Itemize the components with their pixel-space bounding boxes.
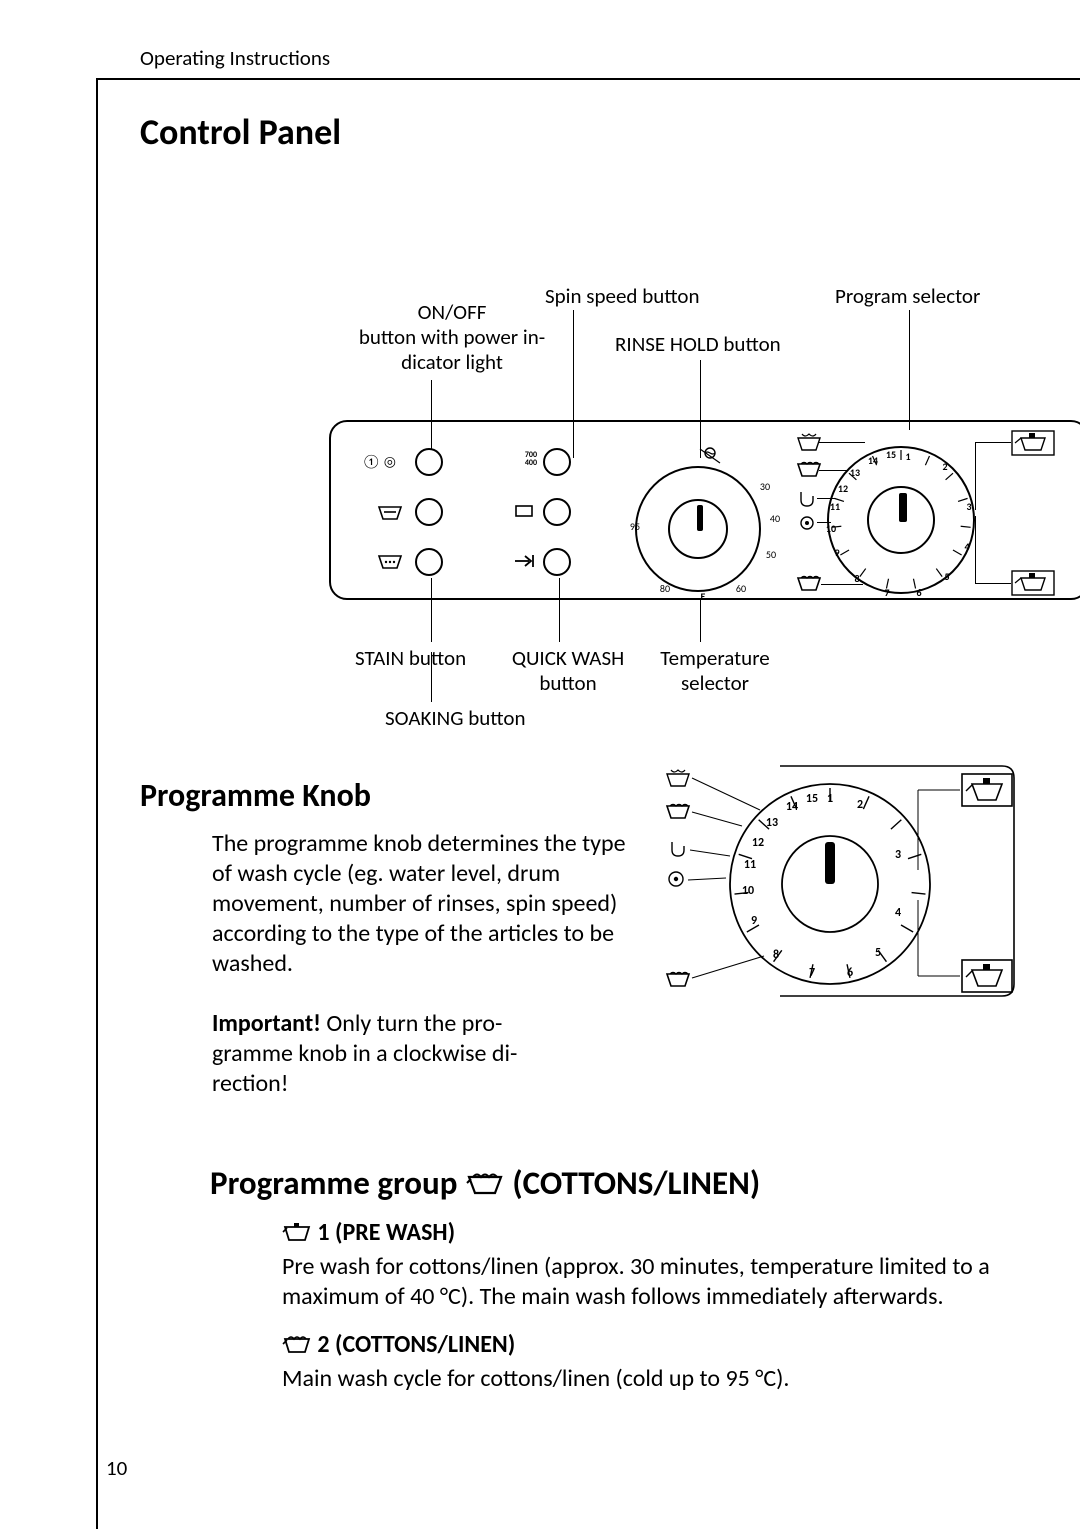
svg-text:10: 10: [742, 884, 754, 898]
prog-13: 13: [845, 466, 865, 479]
heading3a: Programme group: [210, 1163, 465, 1203]
programme-knob-diagram: 1 2 3 4 5 6 7 8 9 10 11 12 13 14 15: [650, 760, 1020, 1005]
label-quick-wash: QUICK WASH button: [493, 646, 643, 696]
svg-text:5: 5: [875, 946, 881, 960]
cotton-tub-icon: [465, 1166, 505, 1206]
soaking-button: [415, 548, 443, 576]
heading3b: (COTTONS/LINEN): [505, 1163, 760, 1203]
lead-quick: [559, 578, 560, 642]
quick-wash-button: [543, 548, 571, 576]
temperature-dial-knob: [668, 499, 728, 559]
knob-important: Important!: [212, 1009, 321, 1038]
rinse-hold-button: [543, 498, 571, 526]
prog-11: 11: [825, 500, 845, 513]
heading-programme-group: Programme group (COTTONS/LINEN): [210, 1163, 992, 1206]
sub1t: 1 (PRE WASH): [312, 1218, 455, 1247]
spin-marks-icon: 700 400: [511, 452, 537, 467]
svg-text:15: 15: [806, 792, 818, 806]
quick-wash-icon: [513, 552, 537, 575]
lead-soak: [431, 652, 432, 702]
sub2t: 2 (COTTONS/LINEN): [312, 1330, 515, 1359]
label-temp-selector: Temperature selector: [645, 646, 785, 696]
prog-icon-delicate: [795, 432, 823, 457]
svg-text:8: 8: [773, 948, 779, 962]
tub-icon-soak: [377, 552, 403, 575]
ll1: [819, 442, 865, 443]
prog-1: 1: [898, 450, 918, 463]
sub-cotton-title: 2 (COTTONS/LINEN): [282, 1330, 992, 1362]
prog-4: 4: [957, 540, 977, 553]
prog-group-icon-bottom: [1011, 570, 1055, 601]
tub-icon-stain: [377, 503, 403, 526]
sub-prewash-body: Pre wash for cottons/linen (approx. 30 m…: [282, 1252, 992, 1312]
label-rinse-hold: RINSE HOLD button: [615, 332, 781, 357]
svg-text:3: 3: [895, 848, 901, 862]
temp-40: 40: [765, 512, 785, 525]
prog-9: 9: [827, 546, 847, 559]
spin-speed-button: [543, 448, 571, 476]
sub-cotton-body: Main wash cycle for cottons/linen (cold …: [282, 1364, 992, 1394]
lead-progsel: [909, 310, 910, 430]
ll3: [817, 498, 835, 499]
svg-text:1: 1: [827, 792, 833, 806]
svg-text:2: 2: [857, 798, 863, 812]
prog-icon-cotton: [795, 460, 823, 485]
knob-paragraph-1: The programme knob determines the type o…: [212, 829, 632, 979]
svg-text:4: 4: [895, 906, 901, 920]
section-programme-group: Programme group (COTTONS/LINEN) 1 (PRE W…: [210, 1163, 992, 1394]
prog-10: 10: [821, 522, 841, 535]
prog-12: 12: [833, 482, 853, 495]
label-spin-speed: Spin speed button: [545, 284, 700, 309]
lead-stain: [431, 578, 432, 642]
temp-95: 95: [625, 520, 645, 533]
prog-icon-cotton2: [795, 574, 823, 599]
power-symbol-icon: ① ◎: [362, 453, 396, 470]
bracket-top-h: [975, 442, 1011, 443]
prog-14: 14: [863, 454, 883, 467]
label-soaking: SOAKING button: [385, 706, 526, 731]
temp-E: E: [693, 590, 713, 603]
prog-3: 3: [959, 500, 979, 513]
knob-paragraph-2: Important! Only turn the pro- gramme kno…: [212, 1009, 632, 1099]
heading-control-panel: Control Panel: [140, 110, 992, 154]
label-on-off: ON/OFF button with power in- dicator lig…: [337, 300, 567, 376]
on-off-button: [415, 448, 443, 476]
temp-60: 60: [731, 582, 751, 595]
prog-2: 2: [935, 460, 955, 473]
prewash-tub-icon: [282, 1221, 312, 1250]
prog-15: 15: [881, 448, 901, 461]
label-program-selector: Program selector: [835, 284, 980, 309]
svg-text:13: 13: [766, 816, 778, 830]
page-number: 10: [106, 1455, 127, 1481]
ll2: [819, 470, 847, 471]
svg-text:7: 7: [809, 966, 815, 980]
prog-icon-wool: [795, 514, 819, 537]
lead-temp: [700, 600, 701, 642]
temp-30: 30: [755, 480, 775, 493]
bracket-bot-h: [975, 583, 1011, 584]
control-panel-diagram: Spin speed button Program selector ON/OF…: [315, 290, 1080, 790]
svg-text:9: 9: [751, 914, 757, 928]
prog-7: 7: [877, 586, 897, 599]
running-head: Operating Instructions: [140, 45, 330, 71]
ll5: [821, 584, 863, 585]
temp-80: 80: [655, 582, 675, 595]
rinse-hold-icon: [511, 502, 537, 525]
sub-prewash-title: 1 (PRE WASH): [282, 1218, 992, 1250]
svg-text:12: 12: [752, 836, 764, 850]
cotton-tub-icon-sm: [282, 1333, 312, 1362]
svg-text:11: 11: [744, 858, 756, 872]
stain-button: [415, 498, 443, 526]
prog-icon-hand: [795, 490, 819, 513]
prog-group-icon-top: [1011, 430, 1055, 461]
page-content: Control Panel Spin speed button Program …: [140, 110, 992, 1394]
svg-text:6: 6: [847, 966, 853, 980]
prog-5: 5: [937, 570, 957, 583]
label-stain: STAIN button: [355, 646, 466, 671]
temp-50: 50: [761, 548, 781, 561]
ll4: [817, 522, 831, 523]
prog-6: 6: [909, 586, 929, 599]
svg-text:14: 14: [786, 800, 798, 814]
